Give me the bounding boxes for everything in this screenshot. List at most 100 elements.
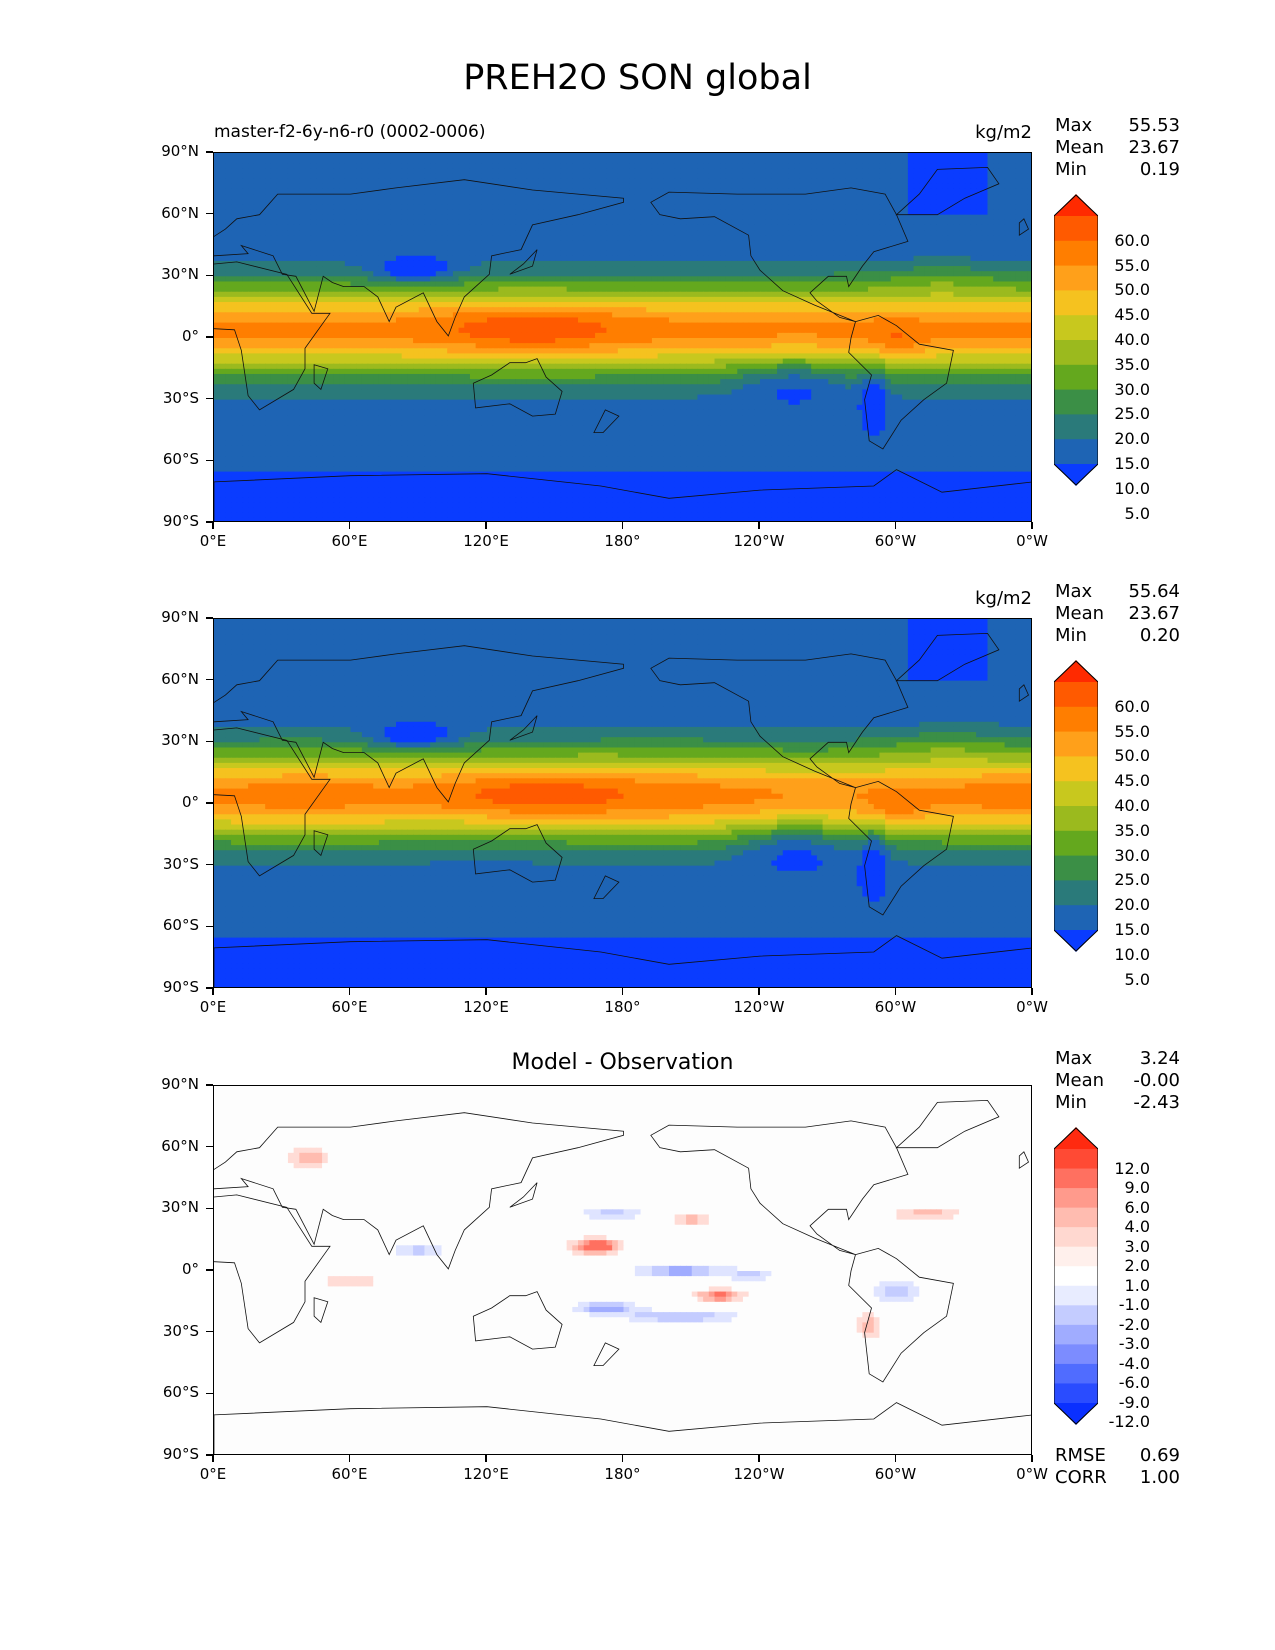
lat-tick: [206, 1207, 213, 1210]
stat-min-value: 0.19: [1140, 159, 1180, 181]
colorbar-tick-label: 6.0: [1098, 1198, 1150, 1218]
colorbar-tick-label: 12.0: [1098, 1159, 1150, 1179]
colorbar-segment: [1054, 265, 1098, 291]
coastline-4: [848, 314, 954, 450]
coastline-7: [593, 875, 620, 899]
lat-tick: [206, 863, 213, 866]
colorbar-tick-label: 50.0: [1098, 280, 1150, 305]
lon-label: 60°E: [310, 1465, 390, 1483]
metric-rmse: RMSE 0.69: [1055, 1445, 1180, 1467]
colorbar-segment: [1054, 706, 1098, 733]
panel-title: Model - Observation: [213, 1050, 1032, 1075]
lon-label: 60°W: [856, 998, 936, 1016]
lon-label: 120°W: [719, 532, 799, 550]
colorbar-tick-label: 35.0: [1098, 821, 1150, 846]
lat-tick: [206, 1392, 213, 1395]
coastline-6: [214, 935, 1031, 987]
colorbar-segment: [1054, 1207, 1098, 1228]
colorbar-segment: [1054, 905, 1098, 931]
stat-max-label: Max: [1055, 581, 1092, 603]
lon-label: 0°E: [173, 998, 253, 1016]
colorbar-tick-label: 55.0: [1098, 256, 1150, 281]
stat-min: Min 0.19: [1055, 159, 1180, 181]
lat-tick: [206, 212, 213, 215]
lat-tick: [206, 740, 213, 743]
colorbar-tick-label: -9.0: [1098, 1393, 1150, 1413]
lon-label: 120°E: [446, 532, 526, 550]
colorbar-tick-label: 5.0: [1098, 970, 1150, 995]
coastline-5: [895, 632, 1000, 682]
map-panel-3: [213, 1085, 1032, 1455]
stat-mean-value: -0.00: [1133, 1070, 1180, 1092]
stat-mean: Mean 23.67: [1055, 137, 1180, 159]
coastline-0: [214, 261, 331, 411]
stat-max: Max 3.24: [1055, 1048, 1180, 1070]
field-layer: [214, 153, 1031, 521]
colorbar-segment: [1054, 1188, 1098, 1209]
colorbar-tick-label: 2.0: [1098, 1256, 1150, 1276]
lon-tick: [212, 988, 214, 995]
colorbar-tick-label: -4.0: [1098, 1354, 1150, 1374]
lat-tick: [206, 1084, 213, 1086]
colorbar-segment: [1054, 855, 1098, 881]
panel-subtitle: master-f2-6y-n6-r0 (0002-0006): [214, 122, 486, 142]
units-label: kg/m2: [872, 122, 1032, 143]
coastlines: [214, 1099, 1031, 1454]
colorbar-tick-label: 10.0: [1098, 945, 1150, 970]
colorbar-tick-label: 45.0: [1098, 771, 1150, 796]
metrics-box: RMSE 0.69 CORR 1.00: [1055, 1445, 1180, 1489]
colorbar-tick-label: 30.0: [1098, 380, 1150, 405]
stat-mean-label: Mean: [1055, 137, 1104, 159]
lon-tick: [348, 1455, 351, 1462]
lat-tick: [206, 1330, 213, 1333]
map-panel-1: [213, 152, 1032, 522]
lon-tick: [1031, 522, 1033, 529]
colorbar-extend-min: [1054, 1403, 1098, 1425]
lon-label: 120°E: [446, 1465, 526, 1483]
figure-title: PREH2O SON global: [0, 58, 1275, 98]
colorbar-labels: 60.0 55.0 50.0 45.0 40.0 35.0 30.0 25.0 20.0 15.0…: [1098, 231, 1150, 529]
stats-box: Max 3.24 Mean -0.00 Min -2.43: [1055, 1048, 1180, 1114]
lon-label: 120°W: [719, 998, 799, 1016]
colorbar-segment: [1054, 414, 1098, 440]
field-layer: [214, 1086, 1031, 1454]
colorbar-segment: [1054, 1324, 1098, 1345]
lat-tick: [206, 274, 213, 277]
coastline-2: [472, 358, 563, 417]
lon-tick: [758, 1455, 760, 1462]
colorbar-tick-label: 4.0: [1098, 1217, 1150, 1237]
lon-label: 180°: [583, 998, 663, 1016]
lat-label: 90°S: [121, 978, 199, 996]
colorbar-segment: [1054, 439, 1098, 465]
colorbar-extend-max: [1054, 194, 1098, 216]
lat-tick: [206, 802, 213, 804]
lon-tick: [212, 522, 214, 529]
colorbar-segment: [1054, 389, 1098, 415]
lat-label: 60°N: [121, 204, 199, 222]
coastline-2: [472, 1291, 563, 1350]
colorbar-segment: [1054, 781, 1098, 807]
coastline-7: [593, 409, 620, 433]
coastline-4: [848, 780, 954, 916]
stats-box: Max 55.53 Mean 23.67 Min 0.19: [1055, 115, 1180, 181]
colorbar-segment: [1054, 731, 1098, 757]
colorbar-extend-min: [1054, 930, 1098, 952]
colorbar-extend-min: [1054, 464, 1098, 486]
lat-tick: [206, 397, 213, 400]
stat-max-value: 55.64: [1128, 581, 1180, 603]
colorbar-segment: [1054, 806, 1098, 832]
lon-label: 0°E: [173, 532, 253, 550]
stat-min-label: Min: [1055, 625, 1087, 647]
coastline-8: [509, 1182, 538, 1208]
stat-min-label: Min: [1055, 1092, 1087, 1114]
lat-label: 90°N: [121, 142, 199, 160]
lat-label: 0°: [121, 793, 199, 811]
colorbar-tick-label: -6.0: [1098, 1373, 1150, 1393]
stat-mean-label: Mean: [1055, 603, 1104, 625]
stat-max: Max 55.53: [1055, 115, 1180, 137]
lat-tick: [206, 678, 213, 681]
coastline-9: [313, 364, 329, 391]
lat-label: 30°N: [121, 731, 199, 749]
coastline-3: [650, 187, 909, 322]
lon-tick: [485, 522, 487, 529]
